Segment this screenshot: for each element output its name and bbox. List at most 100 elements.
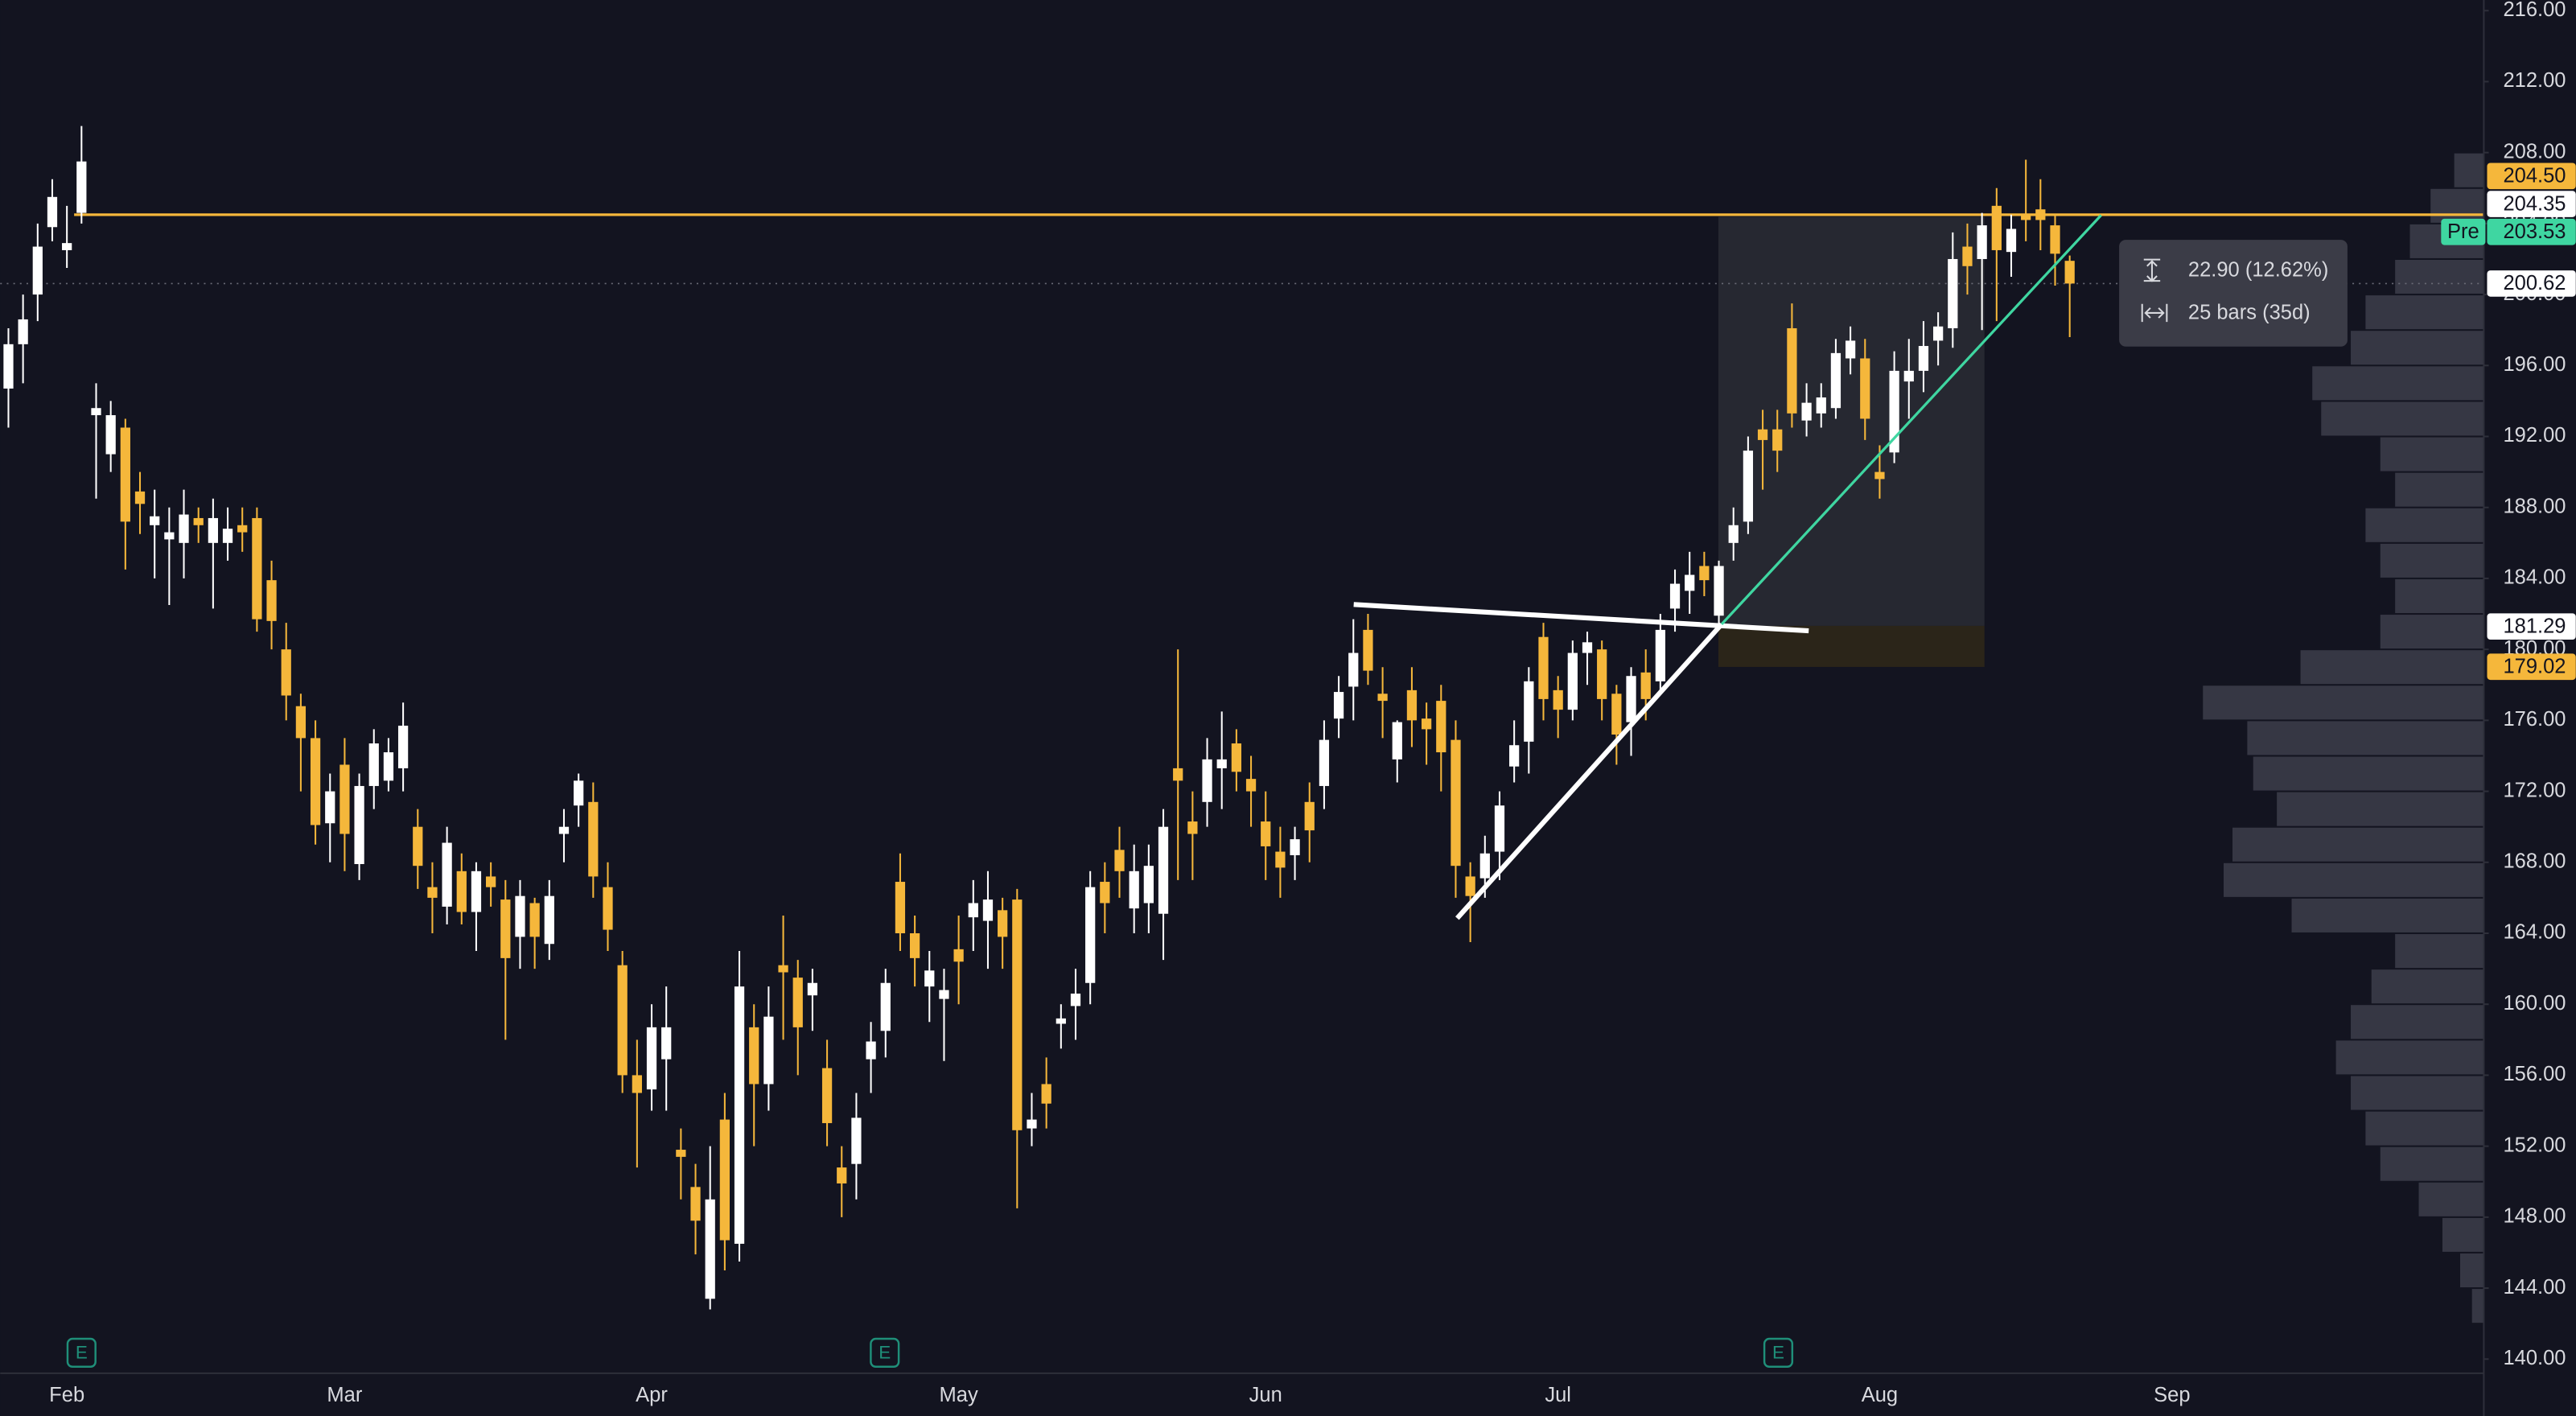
candle-body (222, 529, 233, 543)
candle-body (1699, 566, 1710, 581)
price-tag-prefix: Pre (2447, 220, 2479, 243)
volume-profile-bar (2380, 1146, 2484, 1181)
candle-body (179, 514, 189, 543)
candle-body (1377, 694, 1388, 702)
candle-body (368, 743, 379, 786)
measure-area (1718, 216, 1985, 626)
candle-body (442, 842, 452, 907)
candle-body (1874, 471, 1885, 480)
candle-body (1787, 327, 1797, 414)
candle-body (953, 949, 964, 962)
candle-body (1597, 649, 1607, 699)
candle-body (1728, 525, 1739, 543)
candle-body (778, 965, 788, 973)
candle-body (1027, 1119, 1037, 1129)
candle-body (909, 932, 920, 958)
candle-body (1524, 681, 1534, 742)
y-tick-label: 188.00 (2503, 495, 2566, 517)
candle-body (763, 1016, 774, 1085)
x-tick-label: May (940, 1384, 978, 1406)
candle-body (1933, 326, 1944, 341)
candle-body (924, 970, 935, 987)
candle-body (1348, 652, 1359, 687)
candle-body (632, 1075, 642, 1093)
y-tick-label: 184.00 (2503, 566, 2566, 589)
candle-body (998, 910, 1008, 937)
candle-body (895, 882, 906, 933)
candle-body (1319, 739, 1330, 786)
tooltip-box (2119, 240, 2348, 347)
y-tick-label: 160.00 (2503, 992, 2566, 1015)
price-tag (2487, 653, 2576, 681)
volume-profile-bar (2291, 898, 2484, 932)
candle-body (1889, 370, 1899, 453)
candle-body (1451, 739, 1461, 866)
candle-body (1714, 566, 1724, 616)
candle-body (1640, 672, 1651, 699)
candle-body (281, 649, 291, 696)
earnings-markers: E E E (66, 1337, 1794, 1368)
candle-body (310, 738, 321, 825)
price-tag (2487, 191, 2576, 217)
candle-body (150, 516, 160, 525)
candle-body (603, 887, 613, 930)
candle-body (1406, 689, 1418, 721)
y-tick-label: 144.00 (2503, 1276, 2566, 1299)
volume-profile-bar (2335, 1040, 2484, 1075)
candle-body (500, 899, 511, 958)
x-tick-label: Sep (2154, 1384, 2190, 1406)
candle-body (266, 580, 277, 621)
y-tick-label: 172.00 (2503, 779, 2566, 801)
candle-body (719, 1119, 730, 1241)
candle-body (1479, 853, 1490, 879)
volume-profile-bar (2380, 543, 2484, 578)
y-tick-label: 156.00 (2503, 1063, 2566, 1085)
candle-body (749, 1027, 759, 1085)
earnings-marker (66, 1337, 97, 1368)
candle-body (792, 978, 803, 1027)
price-tags: 204.50 204.35 203.53 Pre 200.62 181.29 179.02 (2441, 163, 2576, 681)
x-tick-label: Jul (1545, 1384, 1571, 1406)
y-tick-label: 152.00 (2503, 1134, 2566, 1156)
candle-body (1685, 574, 1695, 591)
volume-profile-bar (2232, 827, 2484, 862)
candle-body (486, 876, 496, 887)
candle-body (1669, 583, 1681, 609)
candle-body (1392, 722, 1402, 759)
price-range-icon (2143, 258, 2161, 282)
x-tick-label: Apr (636, 1384, 668, 1406)
volume-profile-bar (2395, 578, 2484, 614)
candle-body (982, 899, 994, 921)
candle-body (397, 725, 409, 768)
earnings-label: E (879, 1342, 891, 1362)
candle-body (2021, 214, 2031, 220)
candle-body (1538, 636, 1549, 699)
candle-body (1333, 692, 1344, 719)
volume-profile-bar (2351, 1005, 2484, 1039)
candle-body (939, 990, 949, 999)
candle-body (690, 1187, 701, 1221)
candle-body (1290, 839, 1300, 855)
candles (3, 126, 2075, 1310)
volume-profile-bar (2203, 685, 2484, 720)
volume-profile-bar (2351, 1076, 2484, 1110)
candle-body (1655, 629, 1665, 681)
volume-profile-bar (2351, 331, 2484, 365)
candle-body (164, 532, 175, 540)
candle-body (807, 982, 818, 996)
volume-profile-bar (2454, 153, 2484, 187)
candle-body (1509, 745, 1520, 767)
candle-body (427, 887, 438, 898)
candle-body (47, 196, 58, 228)
x-tick-label: Jun (1249, 1384, 1282, 1406)
candle-body (1553, 689, 1563, 710)
candle-body (32, 246, 43, 295)
volume-profile-bar (2365, 508, 2484, 542)
candle-body (1100, 882, 1110, 904)
y-tick-label: 164.00 (2503, 921, 2566, 944)
volume-profile-bar (2395, 259, 2484, 294)
candle-body (295, 706, 307, 739)
volume-profile-bar (2253, 756, 2484, 791)
